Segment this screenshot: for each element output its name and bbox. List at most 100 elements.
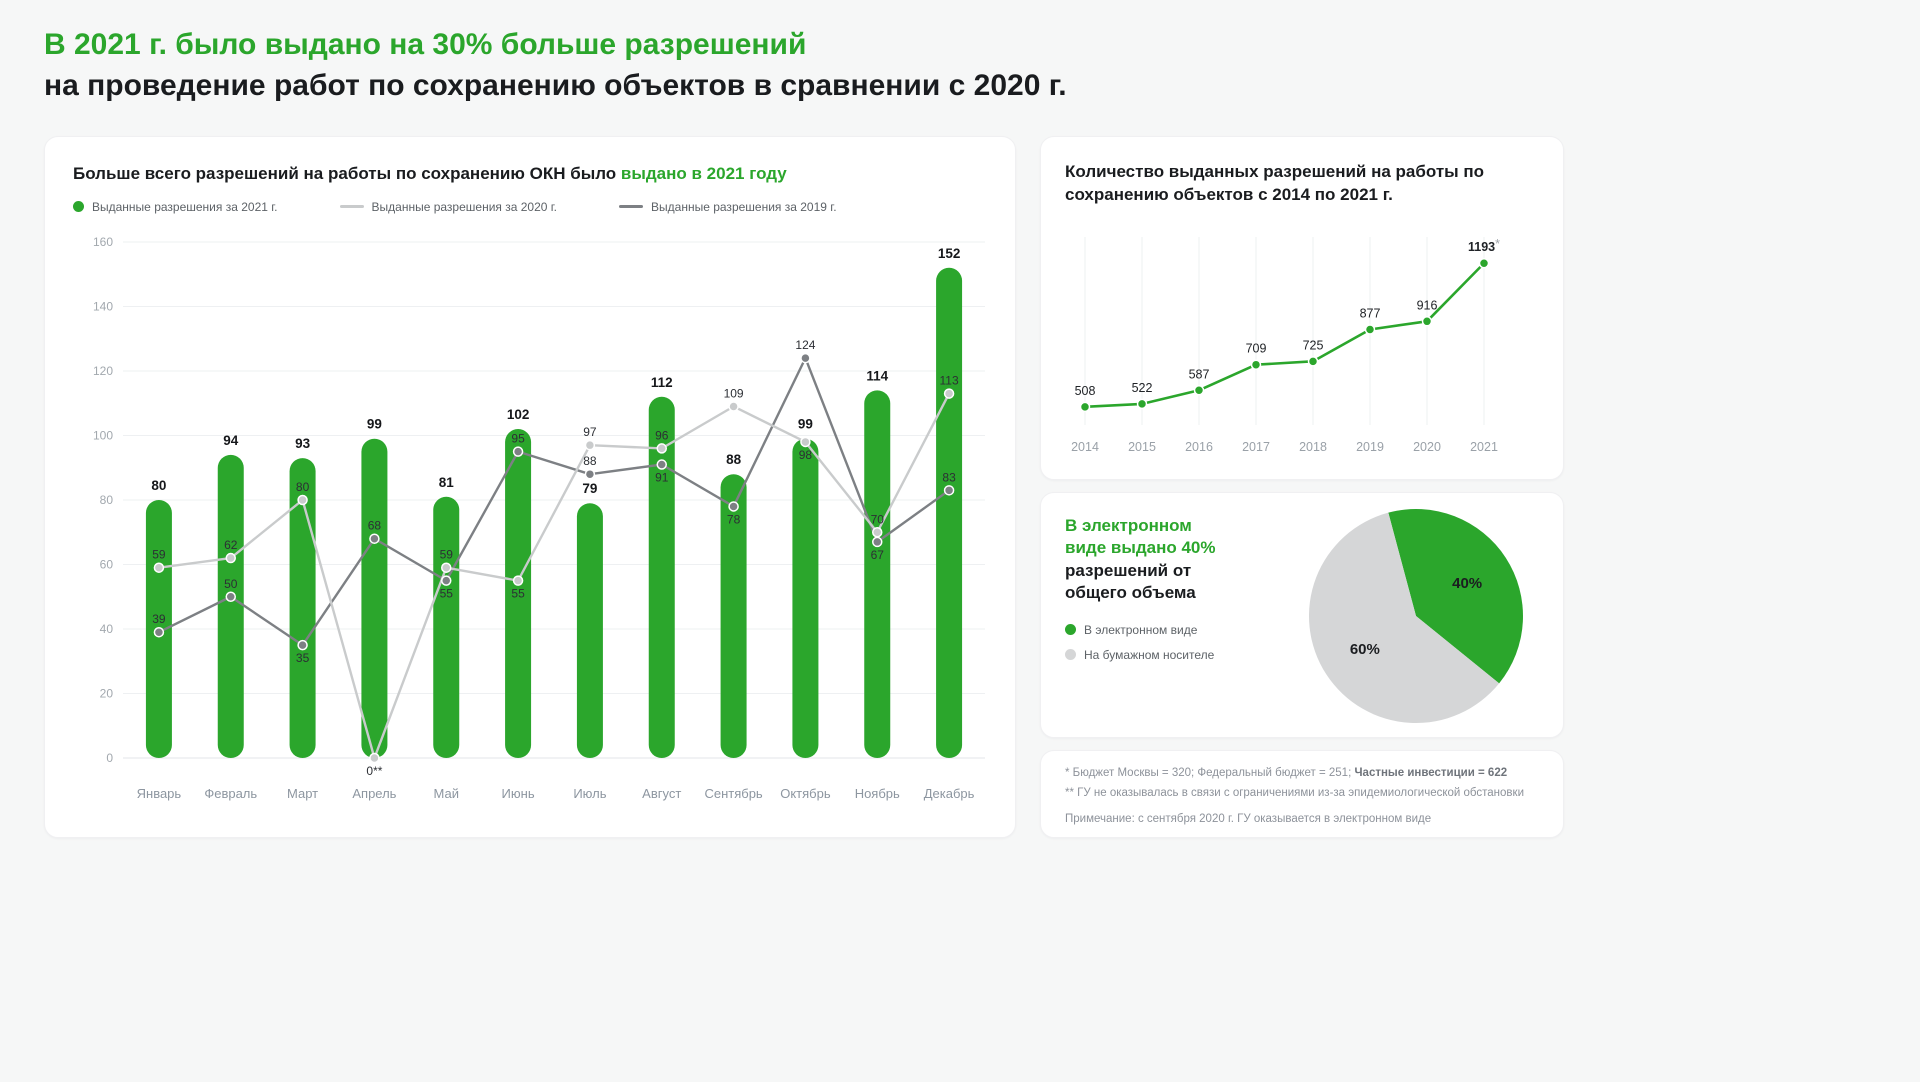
svg-text:Ноябрь: Ноябрь [855,786,900,801]
footnote-remark: Примечание: с сентября 2020 г. ГУ оказыв… [1065,813,1432,826]
svg-text:91: 91 [655,470,669,484]
series-2020-line-icon [339,205,364,209]
electronic-share-title: В электронном виде выдано 40% разрешений… [1065,515,1295,605]
svg-text:60%: 60% [1350,641,1380,658]
svg-text:725: 725 [1303,338,1324,352]
pie-title-dark-1: разрешений от [1065,560,1192,580]
yearly-permits-chart: 508 522 587 709 725 877 916 1193* 2014 2015 2016 20… [1071,236,1500,454]
svg-text:102: 102 [507,407,530,422]
svg-text:35: 35 [296,651,310,665]
footnote-gu: ** ГУ не оказывалась в связи с ограничен… [1065,787,1524,800]
svg-text:2020: 2020 [1413,440,1441,454]
legend-label-2019: Выданные разрешения за 2019 г. [651,199,837,214]
svg-text:2015: 2015 [1128,440,1156,454]
yearly-permits-card: Количество выданных разрешений на работы… [1040,136,1564,480]
pie-title-dark-2: общего объема [1065,583,1196,603]
svg-text:62: 62 [224,538,238,552]
svg-text:Июль: Июль [573,786,606,801]
svg-text:70: 70 [871,512,885,526]
svg-text:120: 120 [93,364,113,378]
legend-label-paper: На бумажном носителе [1084,647,1215,662]
svg-text:95: 95 [511,432,525,446]
svg-text:109: 109 [724,386,744,400]
svg-text:2017: 2017 [1242,440,1270,454]
monthly-permits-title: Больше всего разрешений на работы по сох… [73,163,987,186]
monthly-permits-chart: 0 20 40 60 80 100 120 140 160 80 94 93 99 81 102 79 112 8… [93,235,985,801]
svg-text:60: 60 [100,557,114,571]
svg-text:Февраль: Февраль [204,786,257,801]
legend-label-2020: Выданные разрешения за 2020 г. [371,199,558,214]
legend-item-electronic: В электронном виде [1065,623,1295,637]
pie-legend: В электронном виде На бумажном носителе [1065,623,1295,662]
series-2019-line-icon [619,205,644,209]
svg-text:80: 80 [296,480,310,494]
svg-text:709: 709 [1246,342,1267,356]
footnote-budget: * Бюджет Москвы = 320; Федеральный бюдже… [1065,765,1539,781]
svg-text:79: 79 [582,481,597,496]
footnotes-card: * Бюджет Москвы = 320; Федеральный бюдже… [1040,750,1564,838]
svg-text:160: 160 [93,235,113,249]
legend-item-paper: На бумажном носителе [1065,648,1295,662]
monthly-chart-legend: Выданные разрешения за 2021 г. Выданные … [73,200,987,214]
svg-text:Сентябрь: Сентябрь [704,786,762,801]
svg-text:916: 916 [1417,298,1438,312]
svg-text:50: 50 [224,577,238,591]
svg-text:114: 114 [866,368,888,383]
svg-text:39: 39 [152,612,166,626]
svg-text:113: 113 [940,374,959,388]
svg-text:40: 40 [100,622,114,636]
svg-text:40%: 40% [1452,575,1482,592]
yearly-permits-title: Количество выданных разрешений на работы… [1065,162,1485,204]
svg-text:83: 83 [942,470,956,484]
svg-text:80: 80 [100,493,114,507]
svg-text:2014: 2014 [1071,440,1099,454]
svg-text:20: 20 [100,686,114,700]
electronic-share-card: В электронном виде выдано 40% разрешений… [1040,492,1564,738]
footnote-budget-text: * Бюджет Москвы = 320; Федеральный бюдже… [1065,767,1355,779]
monthly-title-prefix: Больше всего разрешений на работы по сох… [73,164,621,183]
page-title-line1: В 2021 г. было выдано на 30% больше разр… [44,28,807,61]
svg-text:78: 78 [727,512,741,526]
legend-item-2020: Выданные разрешения за 2020 г. [339,199,558,214]
svg-text:Октябрь: Октябрь [780,786,831,801]
page-title-line2: на проведение работ по сохранению объект… [44,69,1067,103]
svg-text:88: 88 [726,452,742,467]
paper-dot-icon [1065,649,1076,661]
svg-text:81: 81 [439,475,455,490]
svg-text:Март: Март [287,786,318,801]
svg-text:Август: Август [642,786,681,801]
svg-text:98: 98 [799,448,813,462]
svg-text:67: 67 [871,548,885,562]
svg-text:Январь: Январь [137,786,182,801]
svg-text:2018: 2018 [1299,440,1327,454]
svg-text:152: 152 [938,246,961,261]
svg-text:140: 140 [93,299,113,313]
svg-text:124: 124 [795,338,815,352]
svg-text:68: 68 [368,519,382,533]
svg-text:587: 587 [1189,367,1210,381]
svg-text:522: 522 [1132,381,1153,395]
svg-text:96: 96 [655,428,669,442]
pie-title-green-1: В электронном [1065,516,1192,535]
svg-text:59: 59 [152,548,166,562]
svg-text:Декабрь: Декабрь [924,786,975,801]
svg-text:94: 94 [223,433,239,448]
svg-text:2019: 2019 [1356,440,1384,454]
svg-text:99: 99 [798,417,813,432]
electronic-share-text: В электронном виде выдано 40% разрешений… [1065,515,1295,662]
footnote-budget-bold: Частные инвестиции = 622 [1354,767,1508,779]
svg-text:80: 80 [151,478,166,493]
legend-item-2019: Выданные разрешения за 2019 г. [619,200,837,214]
electronic-dot-icon [1065,624,1076,636]
svg-text:88: 88 [583,454,597,468]
page-header: В 2021 г. было выдано на 30% больше разр… [44,24,1067,107]
svg-text:1193*: 1193* [1468,237,1500,254]
svg-text:Май: Май [434,786,459,801]
svg-text:112: 112 [651,375,673,390]
electronic-share-pie: 40% 60% [1308,509,1523,724]
svg-text:877: 877 [1360,306,1381,320]
svg-text:100: 100 [93,428,113,442]
series-2021-dot-icon [73,201,84,213]
svg-text:Апрель: Апрель [352,786,396,801]
svg-text:99: 99 [367,417,382,432]
